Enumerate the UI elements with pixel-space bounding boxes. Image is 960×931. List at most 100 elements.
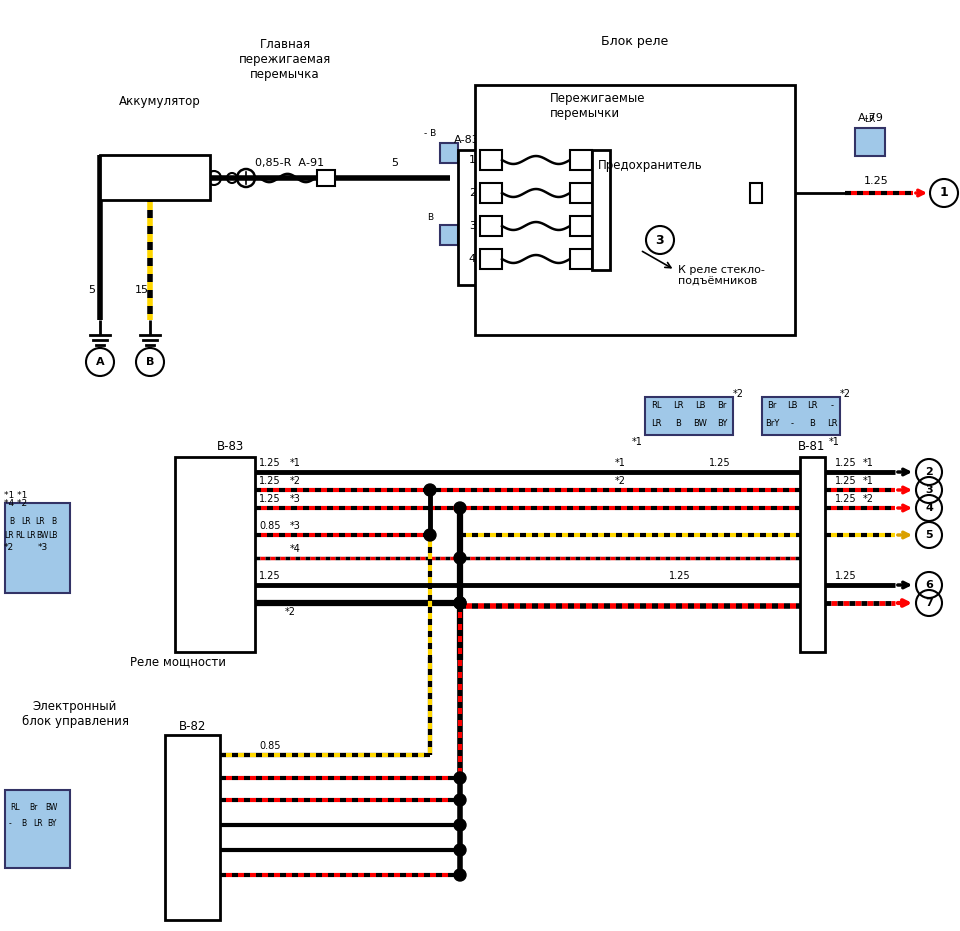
Text: B: B xyxy=(10,517,14,525)
Text: 1: 1 xyxy=(940,186,948,199)
Circle shape xyxy=(454,794,466,806)
Text: LR: LR xyxy=(864,115,876,124)
Text: LR: LR xyxy=(4,531,13,539)
Bar xyxy=(570,249,592,269)
Text: Br: Br xyxy=(717,401,727,411)
Text: -: - xyxy=(790,420,794,428)
Text: 1.25: 1.25 xyxy=(669,571,691,581)
Text: 1.25: 1.25 xyxy=(259,476,281,486)
Text: 7: 7 xyxy=(925,598,933,608)
Text: -: - xyxy=(9,819,12,829)
Text: 5: 5 xyxy=(925,530,933,540)
Text: А-79: А-79 xyxy=(858,113,884,123)
Circle shape xyxy=(454,844,466,856)
Circle shape xyxy=(454,819,466,831)
Text: 3: 3 xyxy=(469,221,476,231)
Text: 1.25: 1.25 xyxy=(835,476,856,486)
Text: 1.25: 1.25 xyxy=(835,458,856,468)
Text: B: B xyxy=(21,819,27,829)
Text: В-81: В-81 xyxy=(799,440,826,453)
Text: *2: *2 xyxy=(862,494,874,504)
Text: - B: - B xyxy=(424,128,436,138)
Text: *4 *2: *4 *2 xyxy=(4,498,27,507)
Text: Пережигаемые
перемычки: Пережигаемые перемычки xyxy=(550,92,645,120)
Text: A: A xyxy=(96,357,105,367)
Bar xyxy=(480,249,502,269)
Text: Br: Br xyxy=(29,803,37,813)
Text: *1: *1 xyxy=(290,458,300,468)
Text: *2: *2 xyxy=(840,389,851,399)
Bar xyxy=(750,183,762,203)
Bar xyxy=(165,735,220,920)
Text: LR: LR xyxy=(26,531,36,539)
Text: Аккумулятор: Аккумулятор xyxy=(119,95,201,108)
Text: LR: LR xyxy=(651,420,661,428)
Bar xyxy=(5,503,70,593)
Text: BY: BY xyxy=(717,420,727,428)
Text: *3: *3 xyxy=(290,521,300,531)
Text: 2: 2 xyxy=(468,188,476,198)
Bar xyxy=(458,150,476,285)
Text: *3: *3 xyxy=(38,544,48,552)
Text: 6: 6 xyxy=(925,580,933,590)
Text: 1.25: 1.25 xyxy=(259,571,281,581)
Text: 1: 1 xyxy=(469,155,476,165)
Text: 0.85: 0.85 xyxy=(259,741,280,751)
Bar xyxy=(175,457,255,652)
Text: LR: LR xyxy=(806,401,817,411)
Text: Реле мощности: Реле мощности xyxy=(130,655,226,668)
Text: *3: *3 xyxy=(290,494,300,504)
Text: *4: *4 xyxy=(290,544,300,554)
Circle shape xyxy=(454,502,466,514)
Text: А-83: А-83 xyxy=(454,135,480,145)
Bar xyxy=(855,128,885,156)
Text: LB: LB xyxy=(695,401,706,411)
Text: BW: BW xyxy=(693,420,707,428)
Text: 15: 15 xyxy=(135,285,149,295)
Text: B: B xyxy=(52,517,57,525)
Text: В-83: В-83 xyxy=(216,440,244,453)
Text: *1: *1 xyxy=(614,458,625,468)
Text: 2: 2 xyxy=(925,467,933,477)
Text: B: B xyxy=(675,420,681,428)
Text: *2: *2 xyxy=(284,607,296,617)
Circle shape xyxy=(424,529,436,541)
Text: BW: BW xyxy=(36,531,48,539)
Circle shape xyxy=(454,552,466,564)
Text: BY: BY xyxy=(47,819,57,829)
Text: *1 *1: *1 *1 xyxy=(4,492,28,501)
Text: 3: 3 xyxy=(925,485,933,495)
Bar xyxy=(800,457,825,652)
Bar xyxy=(100,155,210,200)
Bar xyxy=(645,397,733,435)
Bar xyxy=(475,85,795,335)
Bar xyxy=(317,170,335,186)
Text: *2: *2 xyxy=(733,389,744,399)
Text: B: B xyxy=(809,420,815,428)
Bar xyxy=(440,225,458,245)
Bar xyxy=(480,216,502,236)
Text: *2: *2 xyxy=(614,476,626,486)
Text: -: - xyxy=(830,401,833,411)
Text: 0,85-R  А-91: 0,85-R А-91 xyxy=(255,158,324,168)
Text: *1: *1 xyxy=(632,437,643,447)
Text: LR: LR xyxy=(21,517,31,525)
Text: К реле стекло-
подъёмников: К реле стекло- подъёмников xyxy=(678,265,765,287)
Text: 1.25: 1.25 xyxy=(709,458,731,468)
Text: Br: Br xyxy=(767,401,777,411)
Text: 4: 4 xyxy=(468,254,476,264)
Bar xyxy=(570,183,592,203)
Bar xyxy=(5,790,70,868)
Circle shape xyxy=(454,597,466,609)
Text: 1.25: 1.25 xyxy=(259,494,281,504)
Text: Электронный
блок управления: Электронный блок управления xyxy=(21,700,129,728)
Text: 5: 5 xyxy=(88,285,95,295)
Text: *1: *1 xyxy=(829,437,840,447)
Text: 1.25: 1.25 xyxy=(864,176,888,186)
Text: 5: 5 xyxy=(392,158,398,168)
Text: В-82: В-82 xyxy=(180,720,206,733)
Text: *1: *1 xyxy=(863,458,874,468)
Circle shape xyxy=(454,597,466,609)
Bar xyxy=(592,150,610,270)
Text: LR: LR xyxy=(34,819,43,829)
